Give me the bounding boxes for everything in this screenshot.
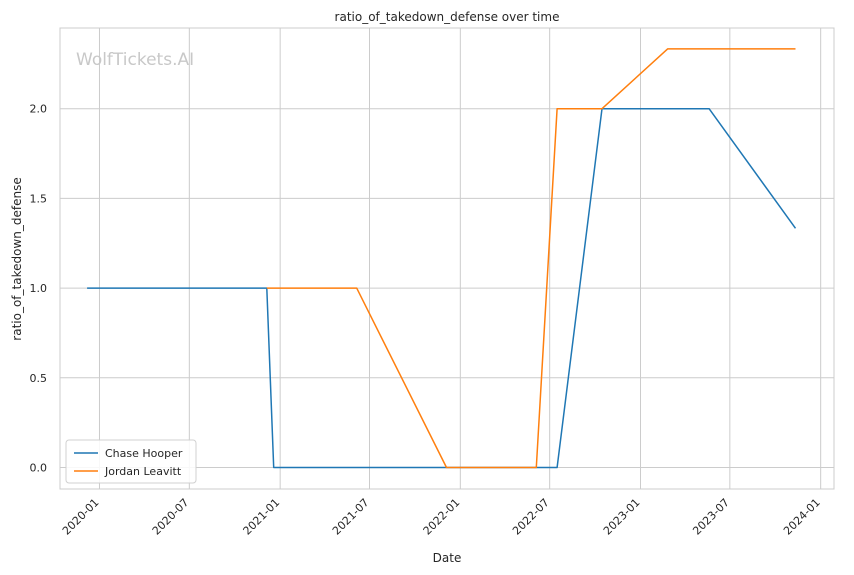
x-tick-label: 2022-01 bbox=[421, 496, 463, 538]
x-tick-label: 2023-07 bbox=[690, 496, 732, 538]
legend-box bbox=[65, 439, 197, 484]
legend-label-jordan-leavitt: Jordan Leavitt bbox=[104, 465, 182, 478]
x-tick-label: 2020-01 bbox=[60, 496, 102, 538]
x-tick-label: 2021-01 bbox=[241, 496, 283, 538]
y-tick-labels: 0.0 0.5 1.0 1.5 2.0 bbox=[30, 103, 48, 475]
x-tick-label: 2023-01 bbox=[601, 496, 643, 538]
plot-area-frame bbox=[59, 27, 835, 490]
x-tick-label: 2021-07 bbox=[330, 496, 372, 538]
y-axis-label: ratio_of_takedown_defense bbox=[10, 177, 24, 340]
x-tick-label: 2020-07 bbox=[150, 496, 192, 538]
y-tick-label: 1.5 bbox=[30, 192, 48, 205]
watermark: WolfTickets.AI bbox=[76, 50, 194, 70]
x-tick-label: 2022-07 bbox=[510, 496, 552, 538]
x-axis-label: Date bbox=[433, 551, 462, 565]
legend: Chase Hooper Jordan Leavitt bbox=[65, 439, 197, 484]
x-tick-labels: 2020-01 2020-07 2021-01 2021-07 2022-01 2022-… bbox=[60, 496, 823, 538]
y-tick-label: 1.0 bbox=[30, 282, 48, 295]
grid bbox=[60, 28, 834, 489]
series-lines bbox=[87, 48, 797, 469]
y-tick-label: 0.0 bbox=[30, 461, 48, 474]
legend-label-chase-hooper: Chase Hooper bbox=[105, 447, 183, 460]
series-line-jordan-leavitt bbox=[266, 48, 796, 469]
y-tick-label: 0.5 bbox=[30, 372, 48, 385]
y-tick-label: 2.0 bbox=[30, 103, 48, 116]
chart-title: ratio_of_takedown_defense over time bbox=[335, 10, 560, 24]
x-tick-label: 2024-01 bbox=[781, 496, 823, 538]
